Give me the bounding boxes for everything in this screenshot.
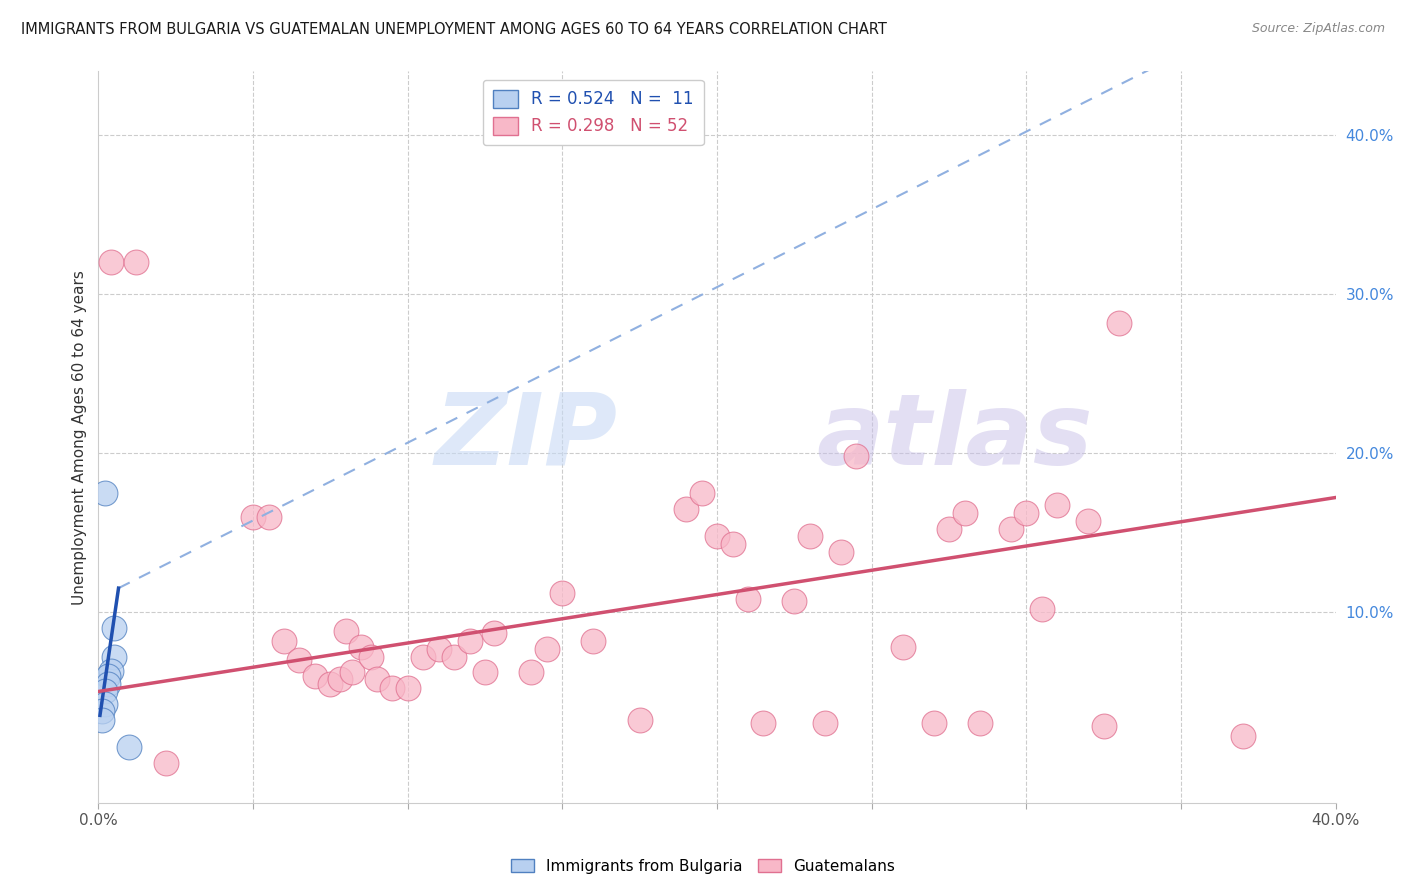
Point — [335, 624, 357, 638]
Legend: R = 0.524   N =  11, R = 0.298   N = 52: R = 0.524 N = 11, R = 0.298 N = 52 — [482, 79, 704, 145]
Point — [350, 640, 373, 654]
Point — [103, 621, 125, 635]
Point — [100, 664, 122, 678]
Point — [155, 756, 177, 770]
Point — [90, 704, 112, 718]
Point — [536, 641, 558, 656]
Point — [845, 449, 868, 463]
Y-axis label: Unemployment Among Ages 60 to 64 years: Unemployment Among Ages 60 to 64 years — [72, 269, 87, 605]
Text: Source: ZipAtlas.com: Source: ZipAtlas.com — [1251, 22, 1385, 36]
Point — [366, 672, 388, 686]
Point — [340, 665, 363, 680]
Point — [582, 633, 605, 648]
Text: atlas: atlas — [815, 389, 1092, 485]
Point — [412, 649, 434, 664]
Point — [484, 625, 506, 640]
Point — [319, 676, 342, 690]
Point — [97, 668, 120, 682]
Point — [1232, 729, 1254, 743]
Point — [100, 255, 122, 269]
Point — [1031, 602, 1053, 616]
Point — [360, 649, 382, 664]
Point — [304, 668, 326, 682]
Point — [1015, 507, 1038, 521]
Point — [118, 740, 141, 755]
Point — [814, 716, 837, 731]
Point — [783, 594, 806, 608]
Point — [721, 536, 744, 550]
Legend: Immigrants from Bulgaria, Guatemalans: Immigrants from Bulgaria, Guatemalans — [505, 853, 901, 880]
Point — [953, 507, 976, 521]
Text: IMMIGRANTS FROM BULGARIA VS GUATEMALAN UNEMPLOYMENT AMONG AGES 60 TO 64 YEARS CO: IMMIGRANTS FROM BULGARIA VS GUATEMALAN U… — [21, 22, 887, 37]
Point — [257, 509, 280, 524]
Point — [427, 641, 450, 656]
Text: ZIP: ZIP — [434, 389, 619, 485]
Point — [1108, 316, 1130, 330]
Point — [520, 665, 543, 680]
Point — [1077, 514, 1099, 528]
Point — [830, 544, 852, 558]
Point — [675, 501, 697, 516]
Point — [737, 592, 759, 607]
Point — [97, 676, 120, 690]
Point — [551, 586, 574, 600]
Point — [628, 713, 651, 727]
Point — [1046, 499, 1069, 513]
Point — [752, 716, 775, 731]
Point — [922, 716, 945, 731]
Point — [706, 529, 728, 543]
Point — [288, 653, 311, 667]
Point — [103, 649, 125, 664]
Point — [396, 681, 419, 696]
Point — [474, 665, 496, 680]
Point — [93, 684, 115, 698]
Point — [443, 649, 465, 664]
Point — [124, 255, 146, 269]
Point — [458, 633, 481, 648]
Point — [690, 485, 713, 500]
Point — [93, 485, 115, 500]
Point — [273, 633, 295, 648]
Point — [242, 509, 264, 524]
Point — [1000, 522, 1022, 536]
Point — [799, 529, 821, 543]
Point — [381, 681, 404, 696]
Point — [93, 697, 115, 711]
Point — [329, 672, 352, 686]
Point — [969, 716, 991, 731]
Point — [938, 522, 960, 536]
Point — [90, 713, 112, 727]
Point — [891, 640, 914, 654]
Point — [1092, 719, 1115, 733]
